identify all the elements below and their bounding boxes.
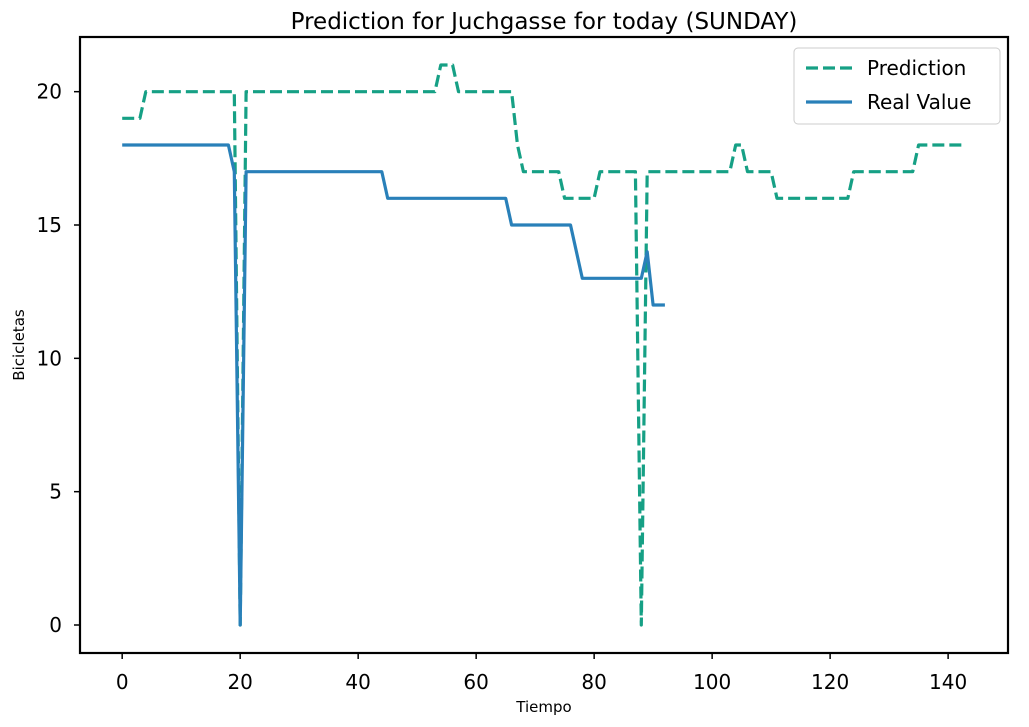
plot-lines [122, 63, 966, 627]
series-line-prediction [122, 63, 966, 627]
x-tick-label-0: 0 [116, 670, 129, 694]
y-tick-label-0: 0 [49, 613, 62, 637]
x-tick-label-60: 60 [463, 670, 488, 694]
chart-title: Prediction for Juchgasse for today (SUND… [291, 9, 798, 35]
x-axis-label: Tiempo [515, 698, 571, 716]
y-tick-label-10: 10 [37, 346, 62, 370]
x-tick-label-140: 140 [929, 670, 967, 694]
x-tick-label-100: 100 [693, 670, 731, 694]
plot-frame [78, 35, 1010, 655]
y-axis-label: Bicicletas [10, 309, 28, 381]
y-tick-label-15: 15 [37, 213, 62, 237]
series-line-real-value [122, 143, 665, 627]
y-axis: 0 5 10 15 20 [37, 80, 80, 637]
legend-label-real-value: Real Value [867, 90, 971, 114]
x-tick-label-80: 80 [581, 670, 606, 694]
x-tick-label-20: 20 [227, 670, 252, 694]
x-axis: 0 20 40 60 80 100 120 140 [116, 653, 967, 694]
y-tick-label-20: 20 [37, 80, 62, 104]
legend-label-prediction: Prediction [867, 56, 966, 80]
x-tick-label-40: 40 [345, 670, 370, 694]
x-tick-label-120: 120 [811, 670, 849, 694]
legend: Prediction Real Value [793, 47, 1001, 125]
y-tick-label-5: 5 [49, 480, 62, 504]
